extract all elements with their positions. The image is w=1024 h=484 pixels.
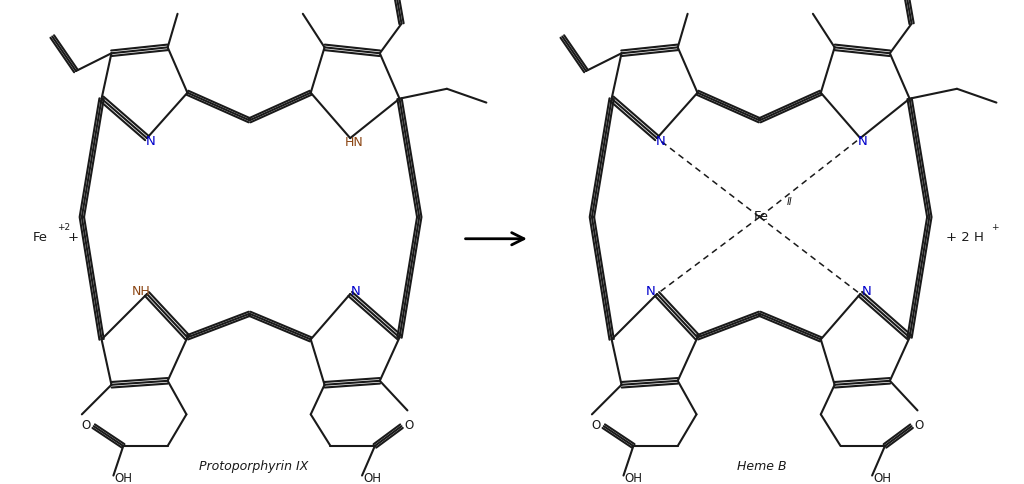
Text: +: + <box>68 231 79 244</box>
Text: O: O <box>404 418 414 431</box>
Text: N: N <box>146 134 156 147</box>
Text: Fe: Fe <box>754 209 769 222</box>
Text: N: N <box>861 284 871 297</box>
Text: +2: +2 <box>57 223 71 232</box>
Text: OH: OH <box>362 471 381 484</box>
Text: +: + <box>991 223 999 232</box>
Text: II: II <box>786 197 793 207</box>
Text: O: O <box>81 418 90 431</box>
Text: NH: NH <box>132 284 151 297</box>
Text: O: O <box>914 418 924 431</box>
Text: N: N <box>351 284 361 297</box>
Text: Fe: Fe <box>33 231 47 244</box>
Text: Protoporphyrin IX: Protoporphyrin IX <box>199 459 308 472</box>
Text: N: N <box>646 284 656 297</box>
Text: OH: OH <box>873 471 891 484</box>
Text: OH: OH <box>625 471 642 484</box>
Text: HN: HN <box>345 136 364 148</box>
Text: N: N <box>857 134 867 147</box>
Text: Heme B: Heme B <box>737 459 786 472</box>
Text: OH: OH <box>115 471 132 484</box>
Text: N: N <box>656 134 666 147</box>
Text: + 2 H: + 2 H <box>946 231 984 244</box>
Text: O: O <box>591 418 600 431</box>
